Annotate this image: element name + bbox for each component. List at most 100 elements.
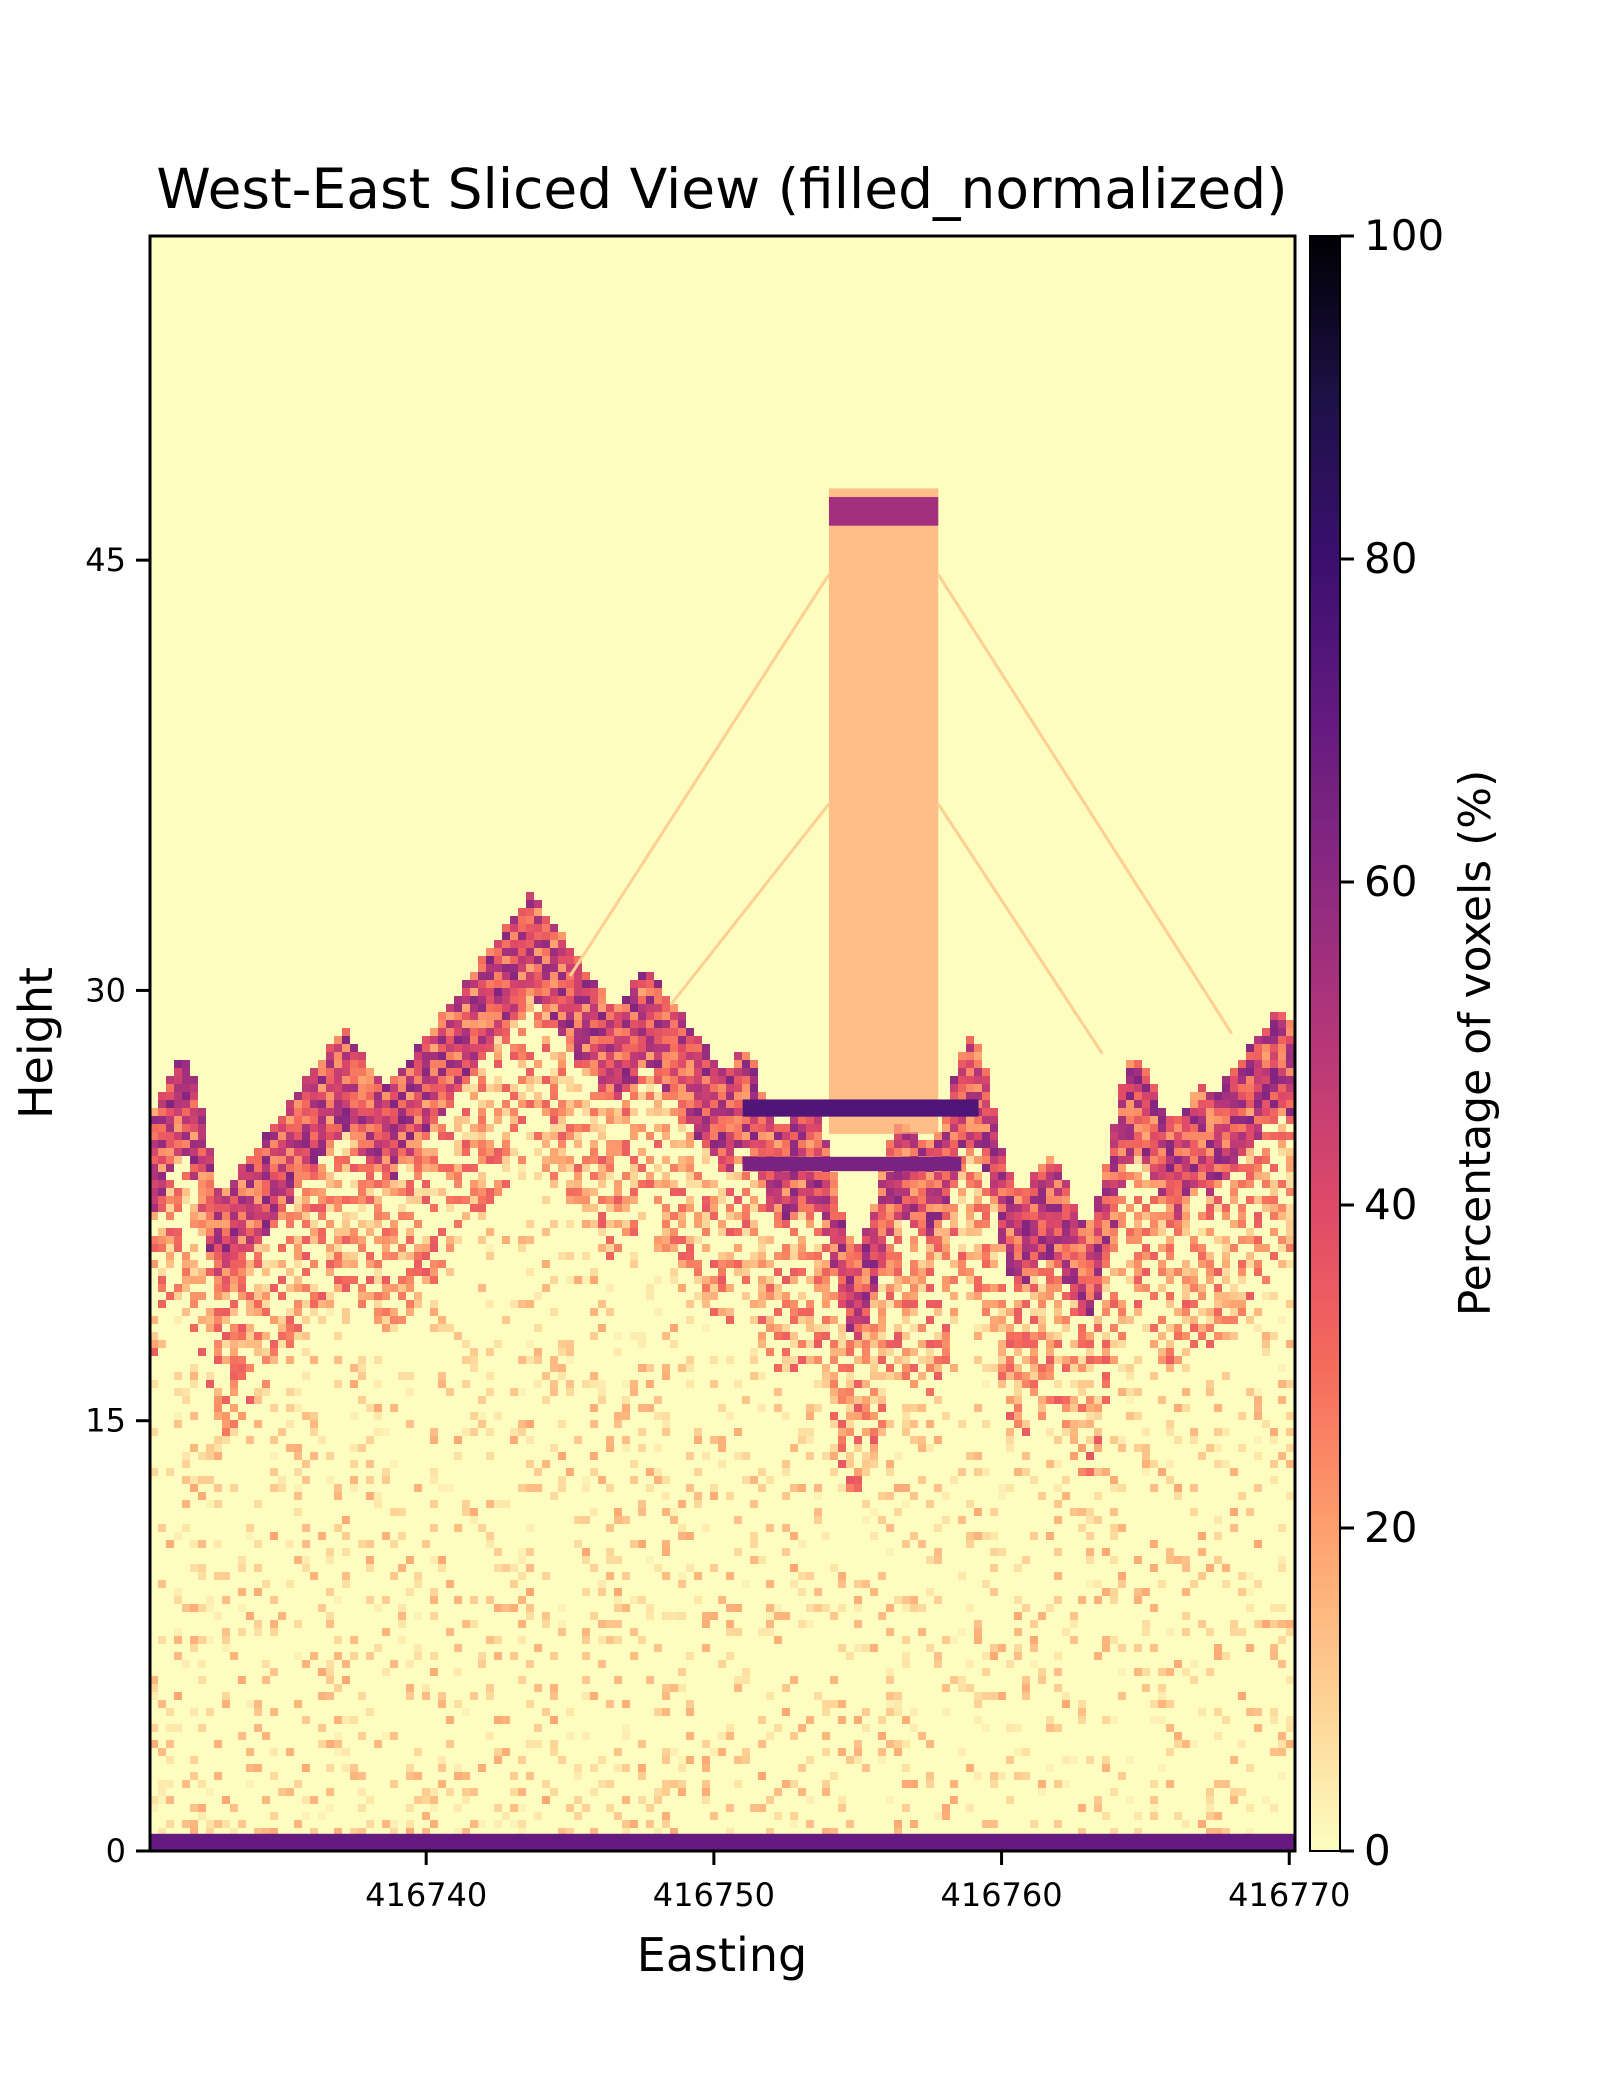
heat-cell — [254, 1724, 262, 1732]
heat-cell — [974, 1628, 982, 1636]
heat-cell — [526, 972, 534, 980]
heat-cell — [646, 1604, 654, 1612]
heat-cell — [478, 1020, 486, 1028]
heat-cell — [718, 1108, 726, 1116]
heat-cell — [190, 1828, 198, 1836]
heat-cell — [318, 1692, 326, 1700]
heat-cell — [838, 1228, 846, 1236]
heat-cell — [350, 1380, 358, 1388]
heat-cell — [622, 1068, 630, 1076]
heat-cell — [862, 1252, 870, 1260]
heat-cell — [742, 1748, 750, 1756]
heat-cell — [1022, 1556, 1030, 1564]
heat-cell — [414, 1580, 422, 1588]
heat-cell — [582, 1652, 590, 1660]
heat-cell — [326, 1260, 334, 1268]
heat-cell — [390, 1148, 398, 1156]
heat-cell — [886, 1628, 894, 1636]
heat-cell — [550, 1148, 558, 1156]
heat-cell — [942, 1332, 950, 1340]
heat-cell — [622, 1012, 630, 1020]
heat-cell — [566, 948, 574, 956]
heat-cell — [582, 1220, 590, 1228]
heat-cell — [766, 1604, 774, 1612]
heat-cell — [918, 1540, 926, 1548]
heat-cell — [478, 1180, 486, 1188]
heat-cell — [550, 996, 558, 1004]
heat-cell — [1198, 1252, 1206, 1260]
heat-cell — [406, 1164, 414, 1172]
heat-cell — [686, 1252, 694, 1260]
heat-cell — [158, 1580, 166, 1588]
heat-cell — [1254, 1540, 1262, 1548]
heat-cell — [1166, 1428, 1174, 1436]
heat-cell — [1262, 1796, 1270, 1804]
heat-cell — [358, 1244, 366, 1252]
heat-cell — [726, 1092, 734, 1100]
heat-cell — [494, 1340, 502, 1348]
heat-cell — [1182, 1292, 1190, 1300]
heat-cell — [558, 1620, 566, 1628]
heat-cell — [366, 1820, 374, 1828]
heat-cell — [502, 1020, 510, 1028]
heat-cell — [550, 1444, 558, 1452]
heat-cell — [822, 1196, 830, 1204]
heat-cell — [582, 1692, 590, 1700]
heat-cell — [478, 1044, 486, 1052]
heat-cell — [998, 1236, 1006, 1244]
heat-cell — [718, 1132, 726, 1140]
heat-cell — [758, 1284, 766, 1292]
heat-cell — [1190, 1340, 1198, 1348]
heat-cell — [846, 1756, 854, 1764]
heat-cell — [798, 1204, 806, 1212]
heat-cell — [670, 1012, 678, 1020]
heat-cell — [1094, 1228, 1102, 1236]
heat-cell — [1166, 1276, 1174, 1284]
heat-cell — [886, 1364, 894, 1372]
heat-cell — [870, 1340, 878, 1348]
heat-cell — [550, 1492, 558, 1500]
heat-cell — [918, 1268, 926, 1276]
heat-cell — [230, 1484, 238, 1492]
heat-cell — [606, 1444, 614, 1452]
heat-cell — [790, 1172, 798, 1180]
heat-cell — [774, 1132, 782, 1140]
heat-cell — [974, 1180, 982, 1188]
heat-cell — [502, 1084, 510, 1092]
heat-cell — [494, 1004, 502, 1012]
heat-cell — [1206, 1388, 1214, 1396]
heat-cell — [1166, 1148, 1174, 1156]
heat-cell — [542, 1284, 550, 1292]
heat-cell — [934, 1652, 942, 1660]
heat-cell — [430, 1428, 438, 1436]
heat-cell — [686, 1140, 694, 1148]
heat-cell — [942, 1356, 950, 1364]
heat-cell — [478, 964, 486, 972]
heat-cell — [726, 1172, 734, 1180]
heat-cell — [638, 1004, 646, 1012]
heat-cell — [1286, 1084, 1294, 1092]
heat-cell — [854, 1484, 862, 1492]
heat-cell — [334, 1828, 342, 1836]
heat-cell — [302, 1284, 310, 1292]
heat-cell — [710, 1108, 718, 1116]
heat-cell — [254, 1292, 262, 1300]
heat-cell — [742, 1676, 750, 1684]
heat-cell — [1094, 1444, 1102, 1452]
heat-cell — [286, 1268, 294, 1276]
heat-cell — [1286, 1180, 1294, 1188]
heat-cell — [638, 1772, 646, 1780]
heat-cell — [694, 1092, 702, 1100]
heat-cell — [246, 1156, 254, 1164]
heat-cell — [998, 1380, 1006, 1388]
colorbar — [1309, 235, 1341, 1852]
heat-cell — [358, 1196, 366, 1204]
heat-cell — [566, 1108, 574, 1116]
heat-cell — [518, 1756, 526, 1764]
heat-cell — [1030, 1284, 1038, 1292]
heat-cell — [806, 1196, 814, 1204]
heat-cell — [246, 1196, 254, 1204]
heat-cell — [1190, 1660, 1198, 1668]
heat-cell — [1078, 1700, 1086, 1708]
heat-cell — [278, 1428, 286, 1436]
